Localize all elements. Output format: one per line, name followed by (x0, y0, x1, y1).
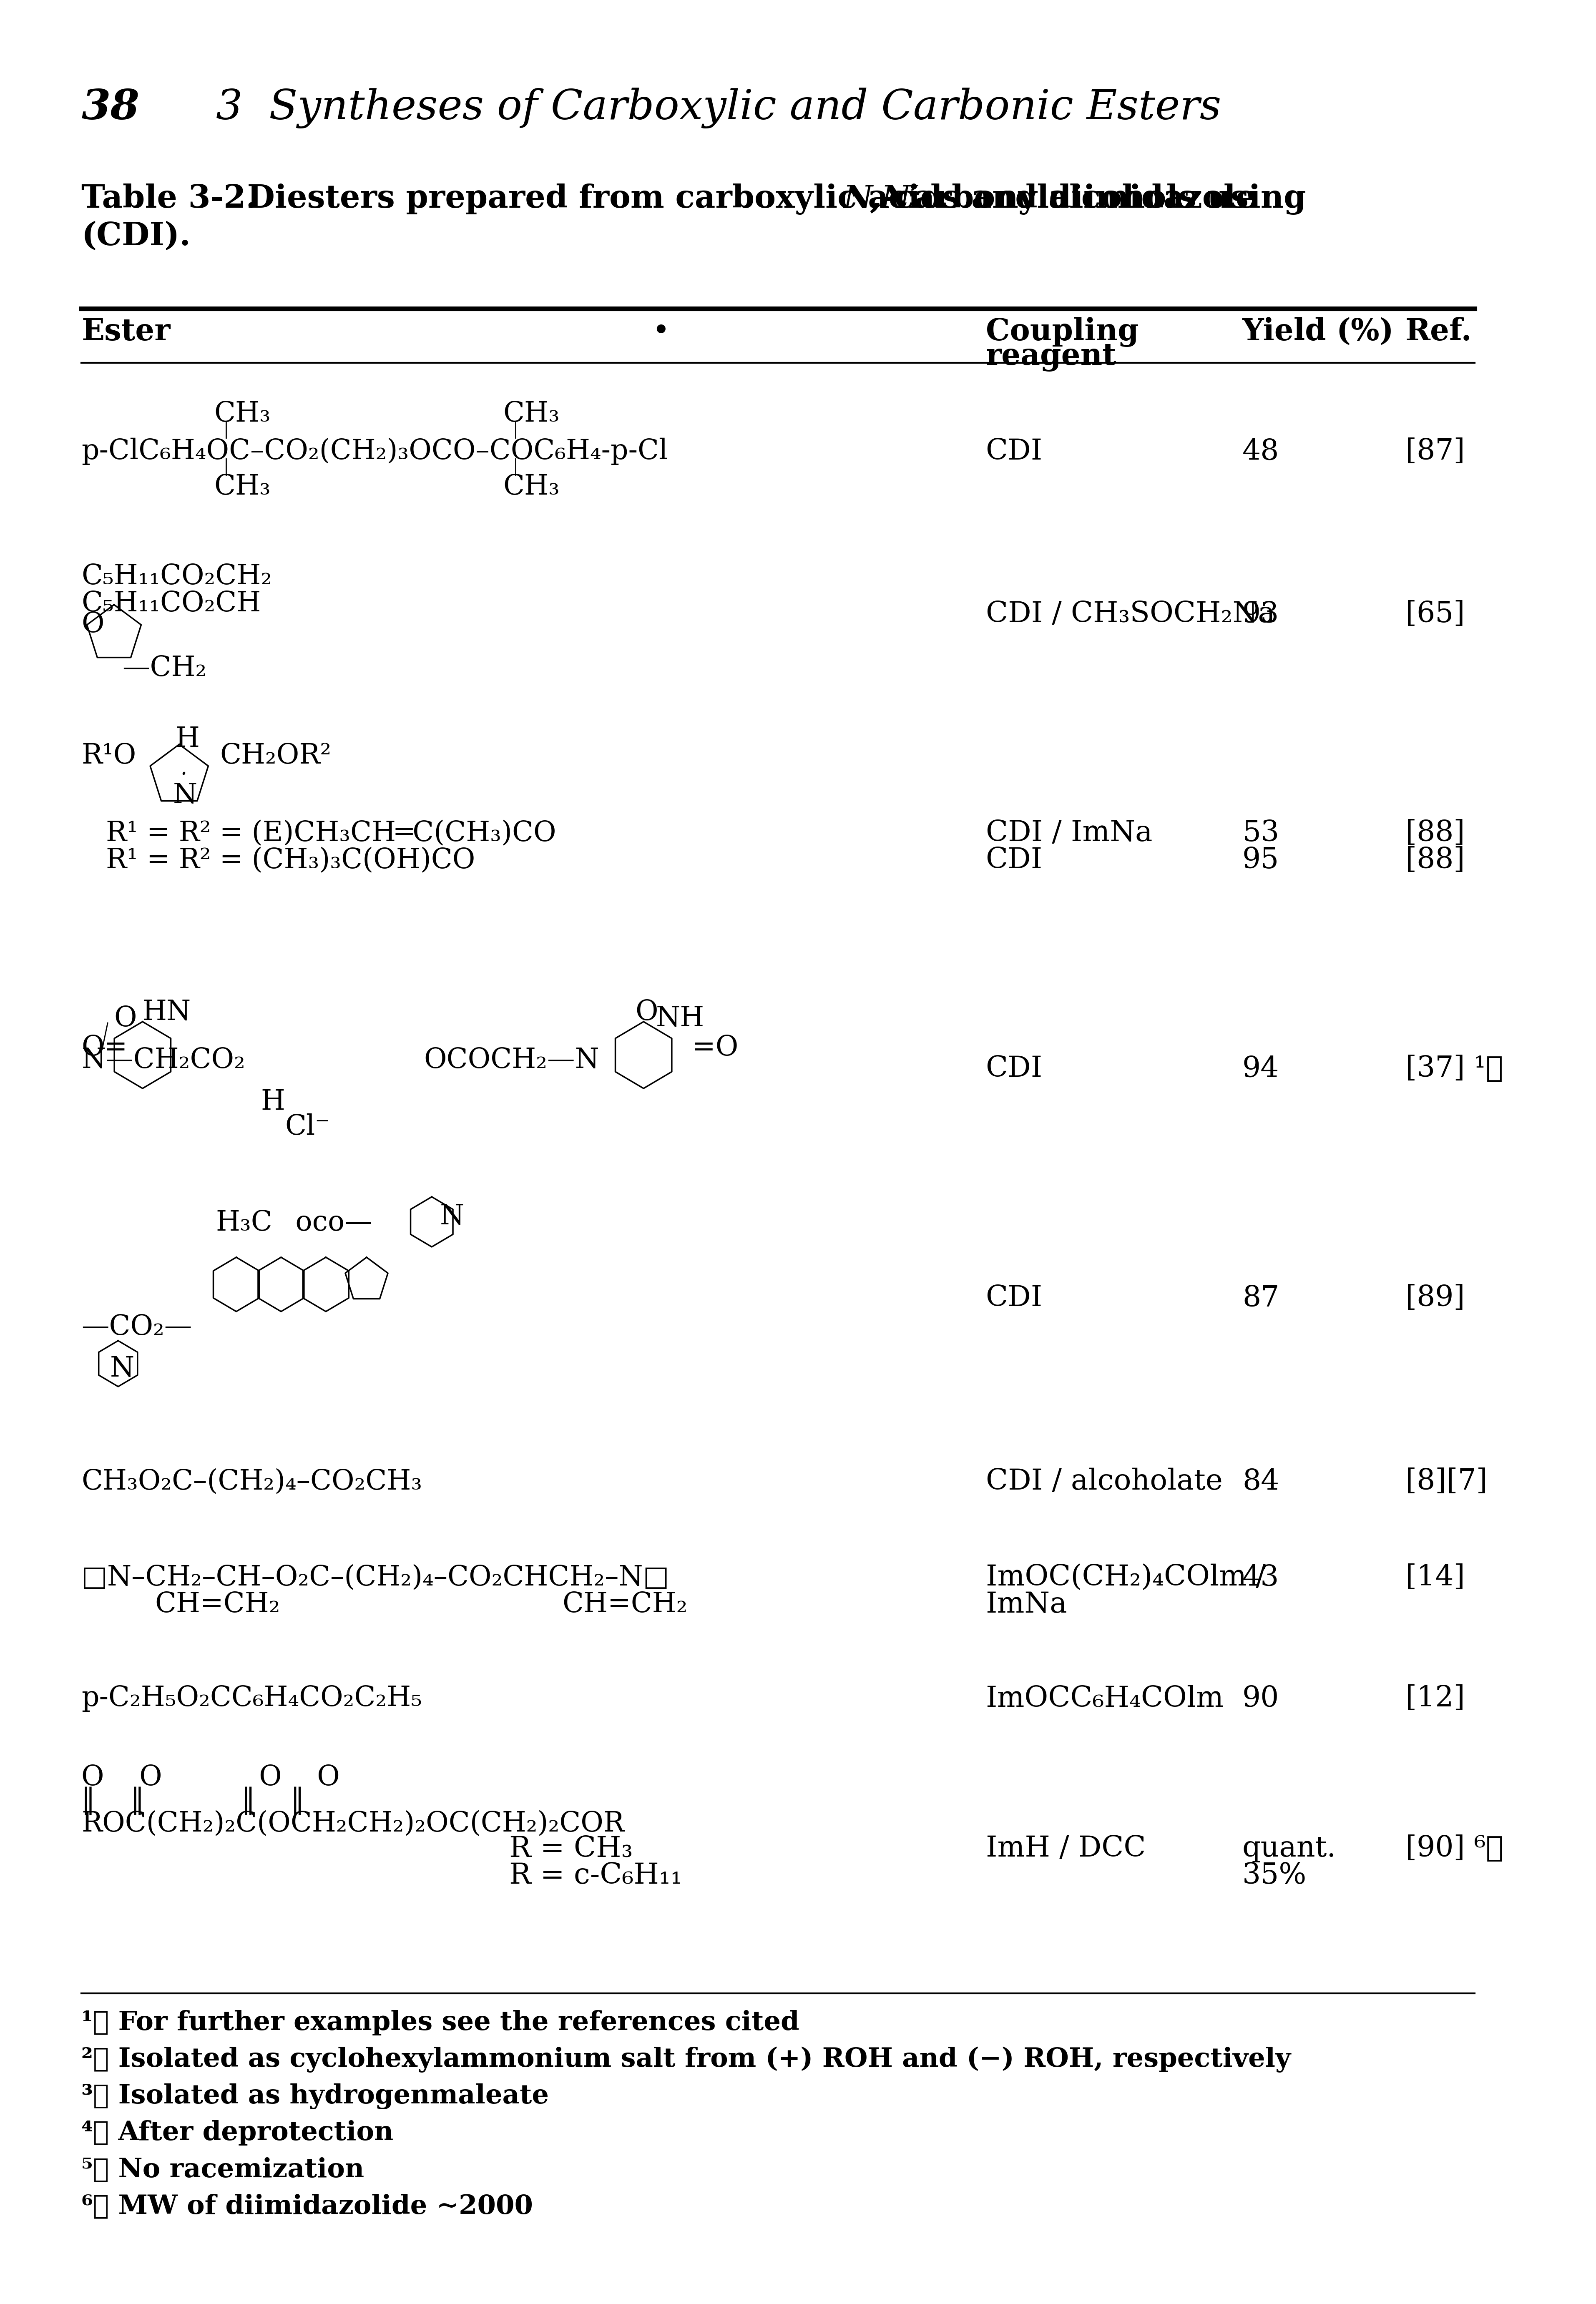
Text: ⁶⦵ MW of diimidazolide ∼2000: ⁶⦵ MW of diimidazolide ∼2000 (81, 2193, 533, 2219)
Text: p-C₂H₅O₂CC₆H₄CO₂C₂H₅: p-C₂H₅O₂CC₆H₄CO₂C₂H₅ (81, 1684, 423, 1712)
Text: —CO₂—: —CO₂— (81, 1313, 192, 1341)
Text: ImOC(CH₂)₄COlm /: ImOC(CH₂)₄COlm / (986, 1564, 1266, 1592)
Text: H: H (176, 726, 200, 753)
Text: CDI / ImNa: CDI / ImNa (986, 820, 1152, 848)
Text: CDI: CDI (986, 1055, 1042, 1083)
Text: 87: 87 (1242, 1283, 1278, 1311)
Text: N,N′: N,N′ (843, 184, 919, 214)
Text: 48: 48 (1242, 438, 1278, 465)
Text: CH₃O₂C–(CH₂)₄–CO₂CH₃: CH₃O₂C–(CH₂)₄–CO₂CH₃ (81, 1468, 423, 1495)
Text: CH₃: CH₃ (503, 401, 560, 429)
Text: —CH₂: —CH₂ (123, 654, 206, 682)
Text: [37] ¹⦵: [37] ¹⦵ (1404, 1055, 1503, 1083)
Text: [89]: [89] (1404, 1283, 1465, 1311)
Text: O: O (113, 1005, 137, 1032)
Text: 93: 93 (1242, 601, 1278, 629)
Text: ²⦵ Isolated as cyclohexylammonium salt from (+) ROH and (−) ROH, respectively: ²⦵ Isolated as cyclohexylammonium salt f… (81, 2046, 1291, 2074)
Text: N: N (110, 1355, 134, 1382)
Text: O: O (635, 998, 658, 1025)
Text: ⁵⦵ No racemization: ⁵⦵ No racemization (81, 2157, 364, 2182)
Text: O    O           O    O: O O O O (81, 1765, 340, 1790)
Text: □N–CH₂–CH–O₂C–(CH₂)₄–CO₂CHCH₂–N□: □N–CH₂–CH–O₂C–(CH₂)₄–CO₂CHCH₂–N□ (81, 1564, 670, 1592)
Text: C₅H₁₁CO₂CH₂: C₅H₁₁CO₂CH₂ (81, 562, 271, 590)
Text: CH₂OR²: CH₂OR² (220, 742, 332, 770)
Text: 90: 90 (1242, 1684, 1278, 1712)
Text: C₅H₁₁CO₂CH: C₅H₁₁CO₂CH (81, 590, 260, 617)
Text: Table 3-2.: Table 3-2. (81, 184, 257, 214)
Text: ImOCC₆H₄COlm: ImOCC₆H₄COlm (986, 1684, 1224, 1712)
Text: 94: 94 (1242, 1055, 1278, 1083)
Text: p-ClC₆H₄OC–CO₂(CH₂)₃OCO–COC₆H₄-p-Cl: p-ClC₆H₄OC–CO₂(CH₂)₃OCO–COC₆H₄-p-Cl (81, 438, 667, 465)
Text: Yield (%): Yield (%) (1242, 318, 1393, 346)
Text: O=: O= (81, 1034, 128, 1062)
Text: 38: 38 (81, 88, 139, 127)
Text: R¹ = R² = (CH₃)₃C(OH)CO: R¹ = R² = (CH₃)₃C(OH)CO (105, 846, 476, 873)
Text: [14]: [14] (1404, 1564, 1465, 1592)
Text: 3  Syntheses of Carboxylic and Carbonic Esters: 3 Syntheses of Carboxylic and Carbonic E… (215, 88, 1221, 129)
Text: Ester: Ester (81, 318, 171, 346)
Text: [88]: [88] (1404, 846, 1465, 873)
Text: [8][7]: [8][7] (1404, 1468, 1487, 1495)
Text: oco—: oco— (268, 1210, 372, 1237)
Text: Diesters prepared from carboxylic acids and alcohols using: Diesters prepared from carboxylic acids … (236, 184, 1317, 214)
Text: -carbonyldiimidazole: -carbonyldiimidazole (883, 184, 1256, 214)
Text: R = c-C₆H₁₁: R = c-C₆H₁₁ (509, 1862, 681, 1889)
Text: N: N (440, 1203, 464, 1230)
Text: Coupling: Coupling (986, 318, 1138, 348)
Text: Cl⁻: Cl⁻ (286, 1113, 330, 1140)
Text: [12]: [12] (1404, 1684, 1465, 1712)
Text: CDI: CDI (986, 1283, 1042, 1311)
Text: CDI: CDI (986, 438, 1042, 465)
Text: H: H (260, 1087, 284, 1115)
Text: [65]: [65] (1404, 601, 1465, 629)
Text: CDI: CDI (986, 846, 1042, 873)
Text: N—CH₂CO₂: N—CH₂CO₂ (81, 1046, 246, 1074)
Text: CH₃: CH₃ (214, 401, 270, 429)
Text: [87]: [87] (1404, 438, 1465, 465)
Text: CDI / alcoholate: CDI / alcoholate (986, 1468, 1223, 1495)
Text: ImH / DCC: ImH / DCC (986, 1834, 1146, 1862)
Text: ³⦵ Isolated as hydrogenmaleate: ³⦵ Isolated as hydrogenmaleate (81, 2083, 549, 2108)
Text: NH: NH (656, 1005, 704, 1032)
Text: R¹ = R² = (E)CH₃CH═C(CH₃)CO: R¹ = R² = (E)CH₃CH═C(CH₃)CO (105, 820, 555, 846)
Text: R = CH₃: R = CH₃ (509, 1834, 632, 1862)
Text: ¹⦵ For further examples see the references cited: ¹⦵ For further examples see the referenc… (81, 2009, 800, 2034)
Text: R¹O: R¹O (81, 742, 136, 770)
Text: CDI / CH₃SOCH₂Na: CDI / CH₃SOCH₂Na (986, 601, 1275, 629)
Text: OCOCH₂—N: OCOCH₂—N (423, 1046, 598, 1074)
Text: H₃C: H₃C (215, 1210, 273, 1237)
Text: ⁴⦵ After deprotection: ⁴⦵ After deprotection (81, 2120, 394, 2145)
Text: O: O (81, 611, 104, 638)
Text: (CDI).: (CDI). (81, 221, 192, 251)
Text: CH₃: CH₃ (214, 472, 270, 500)
Text: 53: 53 (1242, 820, 1278, 848)
Text: quant.: quant. (1242, 1834, 1336, 1862)
Text: HN: HN (142, 998, 192, 1025)
Text: CH₃: CH₃ (503, 472, 560, 500)
Text: ROC(CH₂)₂C(OCH₂CH₂)₂OC(CH₂)₂COR: ROC(CH₂)₂C(OCH₂CH₂)₂OC(CH₂)₂COR (81, 1811, 624, 1836)
Text: [90] ⁶⦵: [90] ⁶⦵ (1404, 1834, 1503, 1862)
Text: 84: 84 (1242, 1468, 1278, 1495)
Text: CH=CH₂: CH=CH₂ (562, 1590, 688, 1617)
Text: ImNa: ImNa (986, 1590, 1068, 1620)
Text: 95: 95 (1242, 846, 1278, 873)
Text: •: • (651, 318, 670, 346)
Text: CH=CH₂: CH=CH₂ (155, 1590, 281, 1617)
Text: Ref.: Ref. (1404, 318, 1472, 346)
Text: reagent: reagent (986, 341, 1117, 371)
Text: [88]: [88] (1404, 820, 1465, 848)
Text: =O: =O (693, 1034, 739, 1062)
Text: 35%: 35% (1242, 1862, 1307, 1889)
Text: ‖    ‖           ‖    ‖: ‖ ‖ ‖ ‖ (81, 1788, 305, 1816)
Text: N: N (172, 781, 198, 809)
Text: 43: 43 (1242, 1564, 1278, 1592)
